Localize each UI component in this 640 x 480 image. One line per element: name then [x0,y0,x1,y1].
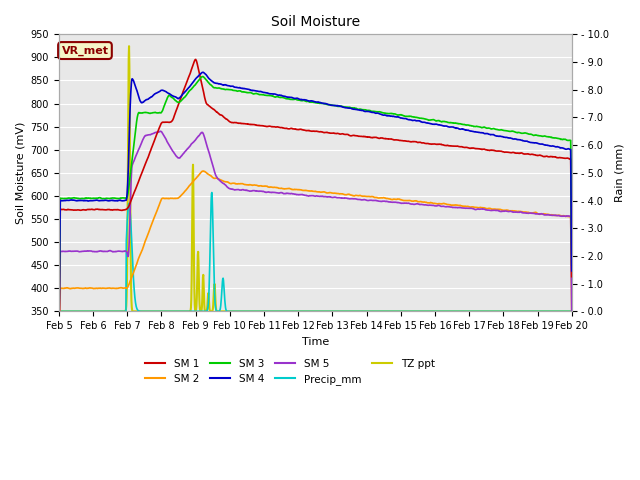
SM 4 [55,334,63,339]
Line: SM 5: SM 5 [59,131,572,362]
SM 2 [55,378,63,384]
SM 5 [55,359,63,365]
SM 5 [95,249,102,254]
TZ ppt [273,309,281,314]
SM 5 [568,310,575,315]
SM 5 [293,192,301,197]
Precip_mm [348,309,355,314]
Precip_mm [208,190,216,195]
SM 4 [284,94,291,100]
Text: VR_met: VR_met [61,46,108,56]
TZ ppt [125,43,133,49]
Precip_mm [55,309,63,314]
SM 3 [273,94,281,99]
Y-axis label: Rain (mm): Rain (mm) [615,144,625,202]
SM 1 [284,126,291,132]
SM 2 [116,285,124,291]
Line: SM 2: SM 2 [59,171,572,381]
SM 1 [116,207,124,213]
SM 2 [568,310,575,316]
SM 5 [284,191,291,196]
TZ ppt [284,309,291,314]
SM 1 [95,206,102,212]
Precip_mm [95,309,102,314]
X-axis label: Time: Time [301,336,329,347]
SM 5 [348,196,355,202]
Precip_mm [273,309,281,314]
TZ ppt [116,309,124,314]
Precip_mm [284,309,291,314]
SM 5 [273,190,281,196]
SM 1 [273,124,281,130]
SM 3 [55,333,63,338]
Title: Soil Moisture: Soil Moisture [271,15,360,29]
SM 4 [199,70,207,75]
SM 4 [95,198,102,204]
SM 4 [273,92,281,98]
SM 4 [568,268,575,274]
TZ ppt [568,309,575,314]
SM 1 [293,127,301,132]
SM 5 [157,128,164,134]
SM 1 [55,338,63,344]
SM 4 [348,106,355,111]
SM 3 [293,97,301,103]
SM 5 [116,248,124,254]
SM 2 [348,192,355,198]
SM 2 [273,185,281,191]
SM 3 [95,195,102,201]
Y-axis label: Soil Moisture (mV): Soil Moisture (mV) [15,121,25,224]
TZ ppt [293,309,301,314]
TZ ppt [95,309,102,314]
Precip_mm [116,309,124,314]
Line: SM 3: SM 3 [59,76,572,336]
SM 1 [568,274,575,279]
Line: Precip_mm: Precip_mm [59,192,572,312]
Legend: SM 1, SM 2, SM 3, SM 4, SM 5, Precip_mm, TZ ppt: SM 1, SM 2, SM 3, SM 4, SM 5, Precip_mm,… [140,355,439,389]
SM 2 [95,286,102,291]
SM 2 [200,168,207,174]
SM 1 [348,133,355,139]
TZ ppt [348,309,355,314]
Line: TZ ppt: TZ ppt [59,46,572,312]
SM 2 [293,187,301,192]
SM 4 [116,197,124,203]
SM 3 [199,73,207,79]
Line: SM 1: SM 1 [59,60,572,341]
SM 3 [568,263,575,268]
TZ ppt [55,309,63,314]
SM 3 [116,196,124,202]
Precip_mm [293,309,301,314]
SM 1 [192,57,200,62]
Line: SM 4: SM 4 [59,72,572,336]
SM 3 [284,96,291,102]
SM 4 [293,96,301,101]
Precip_mm [568,309,575,314]
SM 2 [284,186,291,192]
SM 3 [348,105,355,111]
